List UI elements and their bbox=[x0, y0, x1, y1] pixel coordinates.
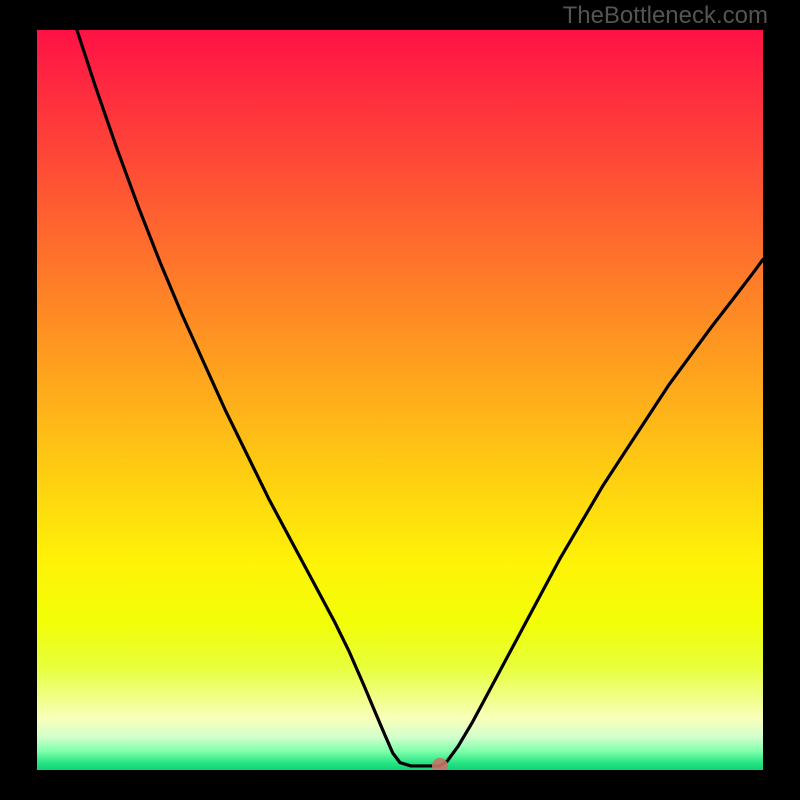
bottleneck-curve bbox=[77, 30, 763, 766]
watermark-text: TheBottleneck.com bbox=[563, 2, 768, 30]
plot-area bbox=[37, 30, 763, 770]
configuration-marker bbox=[432, 758, 448, 770]
curve-layer bbox=[37, 30, 763, 770]
chart-container: TheBottleneck.com bbox=[0, 0, 800, 800]
